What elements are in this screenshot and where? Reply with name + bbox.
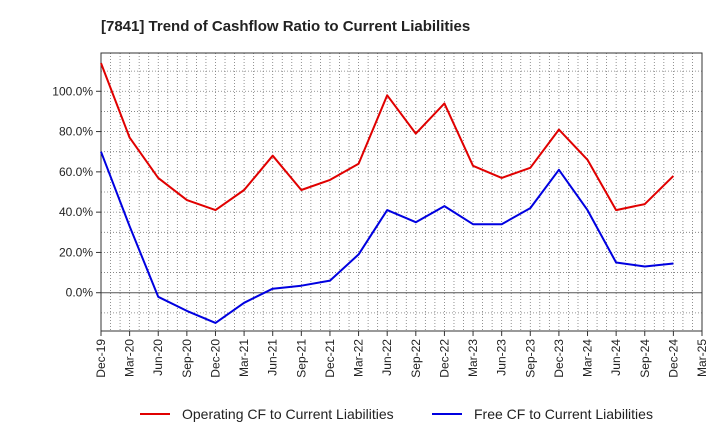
x-tick-label: Sep-20: [180, 339, 194, 378]
x-tick-label: Mar-20: [123, 339, 137, 377]
legend-label-1: Operating CF to Current Liabilities: [182, 406, 394, 422]
y-tick-label: 80.0%: [59, 125, 93, 139]
x-tick-label: Jun-23: [495, 339, 509, 376]
legend-label-2: Free CF to Current Liabilities: [474, 406, 653, 422]
x-tick-label: Dec-24: [666, 339, 680, 378]
x-tick-label: Dec-21: [323, 339, 337, 378]
x-tick-label: Mar-21: [237, 339, 251, 377]
x-tick-label: Mar-25: [695, 339, 709, 377]
x-tick-label: Jun-22: [380, 339, 394, 376]
y-tick-label: 40.0%: [59, 205, 93, 219]
series-lines: [100, 62, 675, 324]
x-tick-label: Sep-22: [409, 339, 423, 378]
x-tick-label: Sep-23: [523, 339, 537, 378]
grid: [101, 53, 702, 331]
y-axis: 0.0% 20.0% 40.0% 60.0% 80.0% 100.0%: [52, 84, 101, 300]
x-tick-label: Jun-20: [151, 339, 165, 376]
series-line-2: [100, 151, 674, 324]
x-tick-label: Sep-21: [294, 339, 308, 378]
y-tick-label: 0.0%: [66, 286, 94, 300]
legend: Operating CF to Current Liabilities Free …: [140, 406, 653, 422]
plot-area: [100, 52, 703, 332]
x-tick-label: Mar-22: [352, 339, 366, 377]
x-axis: Dec-19 Mar-20 Jun-20 Sep-20 Dec-20 Mar-21 Jun-…: [94, 331, 709, 378]
x-tick-label: Mar-24: [581, 339, 595, 377]
x-tick-label: Jun-24: [609, 339, 623, 376]
x-tick-label: Jun-21: [266, 339, 280, 376]
x-tick-label: Dec-19: [94, 339, 108, 378]
chart-title: [7841] Trend of Cashflow Ratio to Curren…: [101, 18, 470, 35]
x-tick-label: Dec-23: [552, 339, 566, 378]
series-line-1: [100, 62, 675, 212]
y-tick-label: 100.0%: [52, 84, 93, 98]
x-tick-label: Sep-24: [638, 339, 652, 378]
y-tick-label: 60.0%: [59, 165, 93, 179]
x-tick-label: Dec-22: [437, 339, 451, 378]
x-tick-label: Dec-20: [208, 339, 222, 378]
x-tick-label: Mar-23: [466, 339, 480, 377]
y-tick-label: 20.0%: [59, 245, 93, 259]
